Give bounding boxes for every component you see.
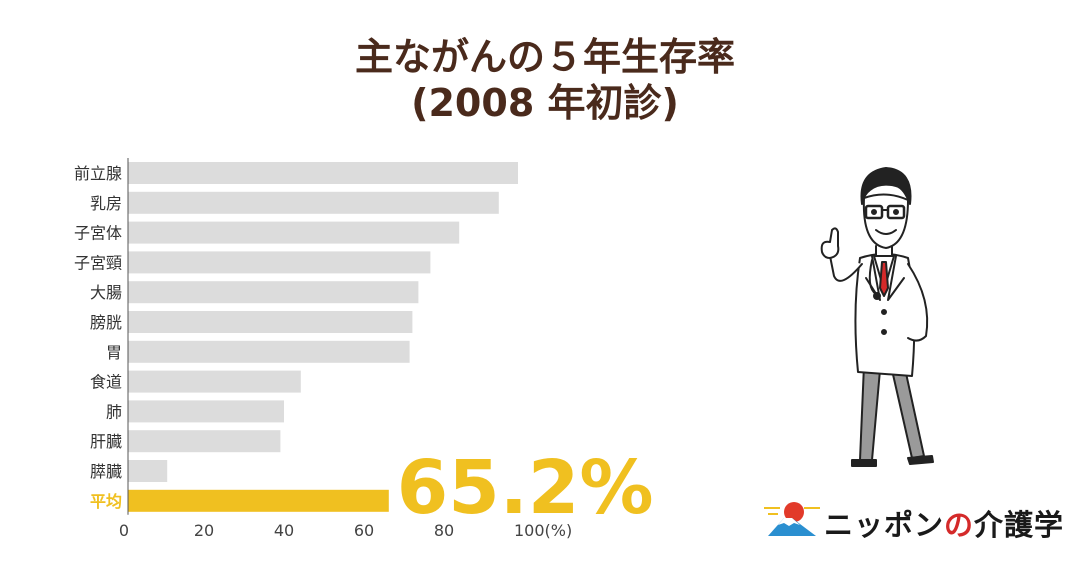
highlight-value-label: 65.2%	[397, 445, 654, 531]
bar-8	[128, 400, 284, 423]
bar-9	[128, 430, 281, 453]
bars-group	[128, 162, 518, 512]
x-axis-ticks: 0 20 40 60 80 100(%)	[119, 521, 572, 540]
x-tick-label-5: 100(%)	[514, 521, 572, 540]
category-label-3: 子宮頸	[74, 253, 122, 272]
category-label-9: 肝臓	[90, 432, 122, 451]
category-label-1: 乳房	[90, 194, 122, 213]
bar-11	[128, 489, 389, 512]
bar-1	[128, 191, 499, 214]
bar-3	[128, 251, 431, 274]
category-label-4: 大腸	[90, 283, 122, 302]
bar-10	[128, 460, 168, 482]
category-label-5: 膀胱	[90, 313, 122, 332]
doctor-illustration	[820, 167, 934, 467]
category-label-0: 前立腺	[74, 164, 122, 183]
bar-0	[128, 162, 518, 184]
mount-fuji-sun-icon	[764, 502, 820, 536]
category-label-8: 肺	[106, 402, 122, 421]
brand-logo: ニッポンの介護学	[764, 496, 1074, 546]
x-tick-label-0: 0	[119, 521, 129, 540]
x-tick-label-2: 40	[274, 521, 294, 540]
category-label-11: 平均	[90, 492, 122, 511]
bar-4	[128, 281, 419, 304]
x-tick-label-1: 20	[194, 521, 214, 540]
bar-7	[128, 370, 301, 393]
brand-logo-text: ニッポンの介護学	[824, 508, 1065, 542]
bar-5	[128, 311, 413, 333]
chart-title-line-1: 主ながんの５年生存率	[354, 35, 735, 79]
category-label-2: 子宮体	[74, 224, 122, 243]
category-label-7: 食道	[90, 373, 122, 392]
x-tick-label-3: 60	[354, 521, 374, 540]
chart-title-line-2: (2008 年初診)	[411, 81, 679, 125]
category-label-6: 胃	[106, 343, 122, 362]
bar-2	[128, 221, 460, 244]
x-tick-label-4: 80	[434, 521, 454, 540]
bar-6	[128, 340, 410, 363]
category-label-10: 膵臓	[90, 462, 122, 481]
